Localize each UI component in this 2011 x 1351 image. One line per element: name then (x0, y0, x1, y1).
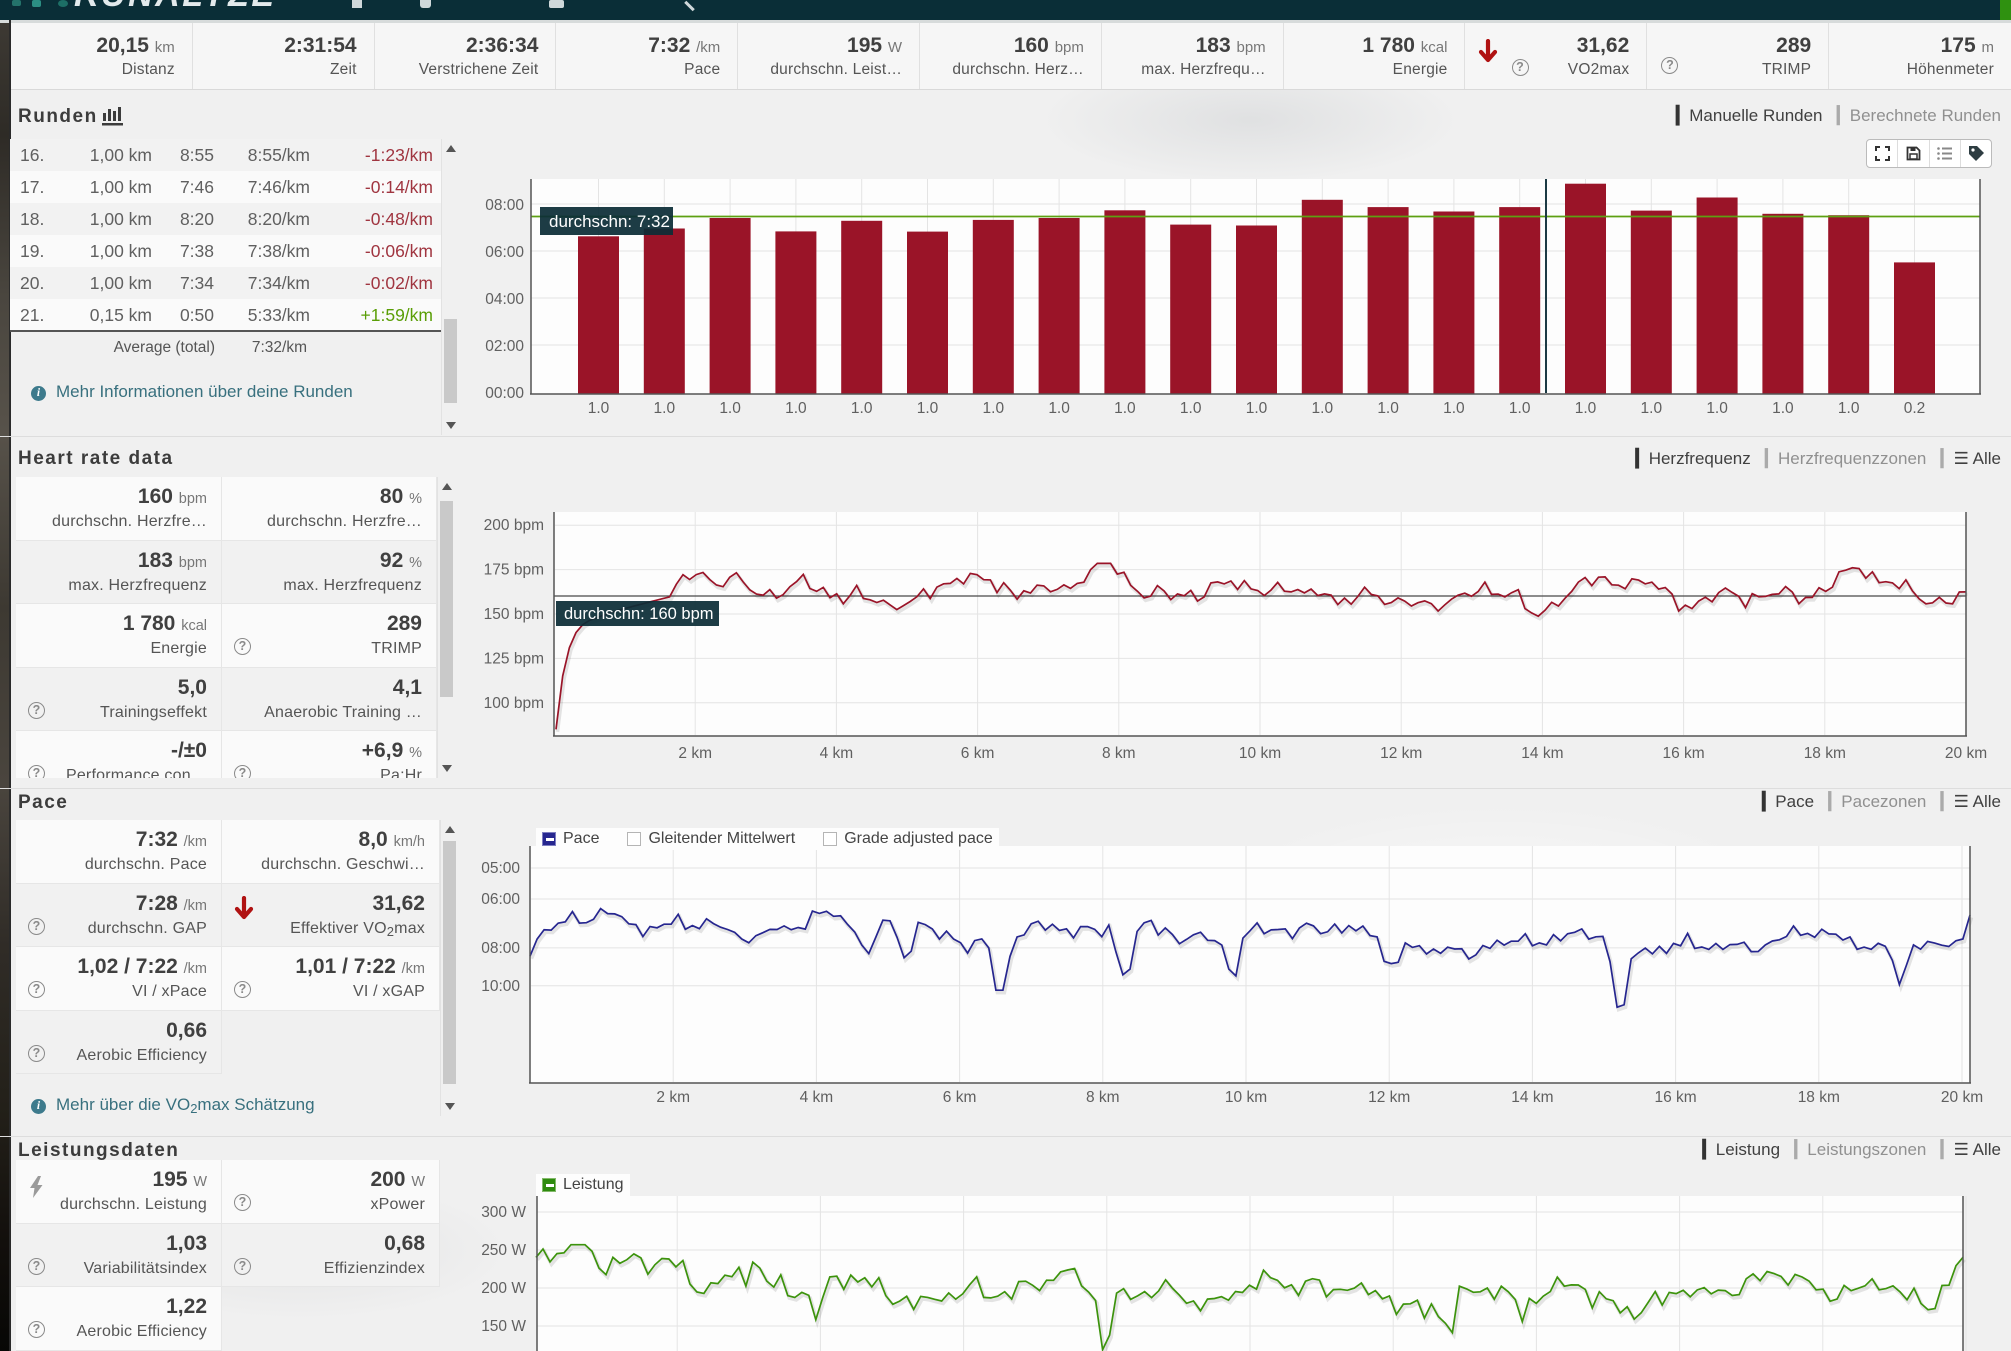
svg-text:1.0: 1.0 (917, 400, 939, 417)
svg-text:14 km: 14 km (1511, 1089, 1553, 1106)
svg-text:1.0: 1.0 (1838, 400, 1860, 417)
svg-text:20 km: 20 km (1945, 745, 1987, 762)
svg-text:1.0: 1.0 (983, 400, 1005, 417)
svg-text:05:00: 05:00 (481, 860, 520, 877)
svg-text:200 bpm: 200 bpm (484, 517, 544, 534)
svg-text:12 km: 12 km (1368, 1089, 1410, 1106)
svg-text:0.2: 0.2 (1904, 400, 1926, 417)
svg-text:1.0: 1.0 (1312, 400, 1334, 417)
svg-text:250 W: 250 W (481, 1242, 526, 1259)
svg-text:125 bpm: 125 bpm (484, 650, 544, 667)
svg-text:1.0: 1.0 (1048, 400, 1070, 417)
svg-text:10 km: 10 km (1225, 1089, 1267, 1106)
svg-text:200 W: 200 W (481, 1280, 526, 1297)
svg-text:16 km: 16 km (1654, 1089, 1696, 1106)
svg-text:06:00: 06:00 (485, 244, 524, 261)
svg-text:4 km: 4 km (820, 745, 854, 762)
svg-text:08:00: 08:00 (481, 940, 520, 957)
svg-text:6 km: 6 km (943, 1089, 977, 1106)
svg-text:06:00: 06:00 (481, 891, 520, 908)
svg-text:100 bpm: 100 bpm (484, 695, 544, 712)
svg-text:1.0: 1.0 (1772, 400, 1794, 417)
svg-text:18 km: 18 km (1798, 1089, 1840, 1106)
svg-text:300 W: 300 W (481, 1204, 526, 1221)
svg-text:1.0: 1.0 (1443, 400, 1465, 417)
svg-text:10:00: 10:00 (481, 978, 520, 995)
svg-text:00:00: 00:00 (485, 385, 524, 402)
svg-text:1.0: 1.0 (588, 400, 610, 417)
svg-text:02:00: 02:00 (485, 338, 524, 355)
svg-text:10 km: 10 km (1239, 745, 1281, 762)
svg-text:1.0: 1.0 (1180, 400, 1202, 417)
svg-text:16 km: 16 km (1662, 745, 1704, 762)
svg-text:1.0: 1.0 (1509, 400, 1531, 417)
svg-text:durchschn: 160 bpm: durchschn: 160 bpm (564, 605, 714, 623)
svg-text:04:00: 04:00 (485, 291, 524, 308)
svg-text:8 km: 8 km (1086, 1089, 1120, 1106)
svg-text:12 km: 12 km (1380, 745, 1422, 762)
svg-text:1.0: 1.0 (719, 400, 741, 417)
svg-text:14 km: 14 km (1521, 745, 1563, 762)
svg-text:1.0: 1.0 (1641, 400, 1663, 417)
svg-text:4 km: 4 km (800, 1089, 834, 1106)
svg-text:1.0: 1.0 (785, 400, 807, 417)
svg-text:1.0: 1.0 (1706, 400, 1728, 417)
svg-text:1.0: 1.0 (851, 400, 873, 417)
svg-text:175 bpm: 175 bpm (484, 562, 544, 579)
svg-text:150 W: 150 W (481, 1318, 526, 1335)
svg-text:1.0: 1.0 (1246, 400, 1268, 417)
svg-text:2 km: 2 km (656, 1089, 690, 1106)
svg-text:20 km: 20 km (1941, 1089, 1983, 1106)
svg-text:18 km: 18 km (1804, 745, 1846, 762)
svg-text:1.0: 1.0 (1377, 400, 1399, 417)
svg-text:08:00: 08:00 (485, 197, 524, 214)
svg-text:8 km: 8 km (1102, 745, 1136, 762)
svg-text:durchschn: 7:32: durchschn: 7:32 (549, 212, 670, 231)
svg-text:1.0: 1.0 (1575, 400, 1597, 417)
svg-text:2 km: 2 km (678, 745, 712, 762)
svg-text:1.0: 1.0 (1114, 400, 1136, 417)
svg-text:150 bpm: 150 bpm (484, 606, 544, 623)
svg-text:6 km: 6 km (961, 745, 995, 762)
svg-text:1.0: 1.0 (654, 400, 676, 417)
